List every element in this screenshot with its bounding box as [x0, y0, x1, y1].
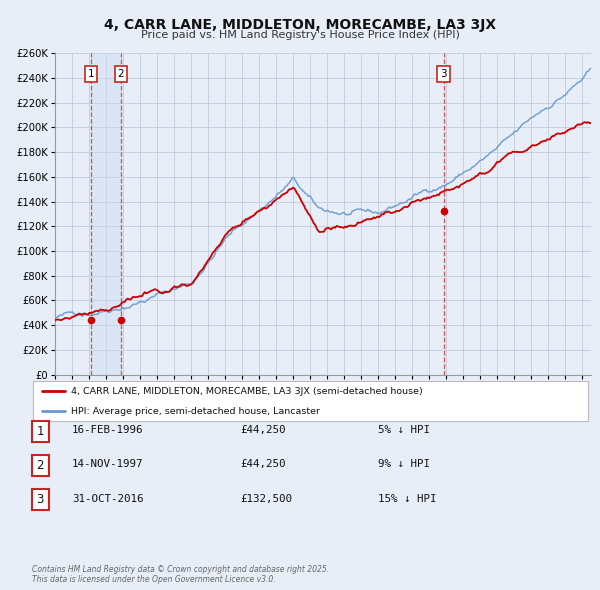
Text: 2: 2: [37, 459, 44, 472]
Text: 4, CARR LANE, MIDDLETON, MORECAMBE, LA3 3JX (semi-detached house): 4, CARR LANE, MIDDLETON, MORECAMBE, LA3 …: [71, 387, 422, 396]
Text: 3: 3: [37, 493, 44, 506]
Text: Price paid vs. HM Land Registry's House Price Index (HPI): Price paid vs. HM Land Registry's House …: [140, 30, 460, 40]
Text: 2: 2: [118, 69, 124, 79]
Text: 3: 3: [440, 69, 447, 79]
Text: £132,500: £132,500: [240, 494, 292, 503]
Text: 15% ↓ HPI: 15% ↓ HPI: [378, 494, 437, 503]
Text: £44,250: £44,250: [240, 460, 286, 469]
Text: £44,250: £44,250: [240, 425, 286, 435]
Text: Contains HM Land Registry data © Crown copyright and database right 2025.
This d: Contains HM Land Registry data © Crown c…: [32, 565, 329, 584]
Text: 16-FEB-1996: 16-FEB-1996: [72, 425, 143, 435]
Text: 4, CARR LANE, MIDDLETON, MORECAMBE, LA3 3JX: 4, CARR LANE, MIDDLETON, MORECAMBE, LA3 …: [104, 18, 496, 32]
Text: 9% ↓ HPI: 9% ↓ HPI: [378, 460, 430, 469]
Text: 1: 1: [88, 69, 95, 79]
Text: 14-NOV-1997: 14-NOV-1997: [72, 460, 143, 469]
Text: 1: 1: [37, 425, 44, 438]
Text: HPI: Average price, semi-detached house, Lancaster: HPI: Average price, semi-detached house,…: [71, 407, 320, 416]
Text: 5% ↓ HPI: 5% ↓ HPI: [378, 425, 430, 435]
Text: 31-OCT-2016: 31-OCT-2016: [72, 494, 143, 503]
Bar: [91, 53, 121, 375]
